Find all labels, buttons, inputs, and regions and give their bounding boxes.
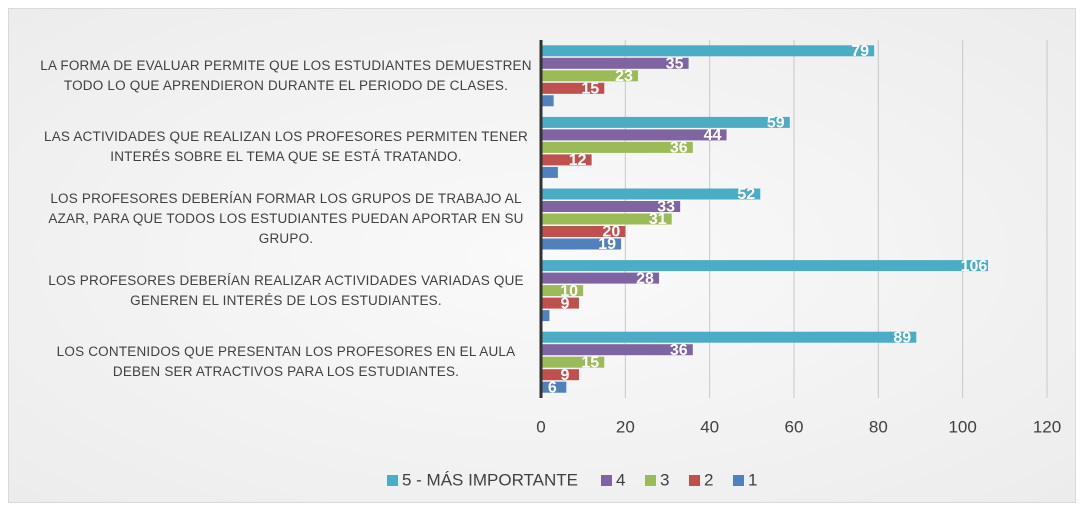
bar — [541, 166, 558, 178]
bar — [541, 344, 693, 356]
data-label: 89 — [893, 329, 911, 346]
legend-label: 1 — [748, 470, 757, 489]
data-label: 23 — [615, 68, 633, 85]
data-label: 35 — [666, 56, 684, 73]
bar — [541, 272, 660, 284]
data-label: 59 — [767, 115, 785, 132]
data-label: 9 — [560, 295, 569, 312]
legend-label: 5 - MÁS IMPORTANTE — [402, 470, 578, 489]
bar — [541, 82, 605, 94]
bar — [541, 45, 875, 57]
bar — [541, 70, 638, 82]
bar — [541, 141, 693, 153]
data-label: 20 — [602, 224, 620, 241]
data-label: 10 — [560, 283, 578, 300]
bar — [541, 238, 622, 250]
bar — [541, 213, 672, 225]
data-label: 44 — [704, 127, 722, 144]
x-tick-label: 100 — [948, 417, 976, 436]
data-label: 6 — [548, 379, 557, 396]
bar — [541, 188, 761, 200]
data-label: 15 — [581, 354, 599, 371]
category-label: LAS ACTIVIDADES QUE REALIZAN LOS PROFESO… — [44, 129, 528, 165]
legend-swatch — [387, 475, 398, 486]
category-label: LOS CONTENIDOS QUE PRESENTAN LOS PROFESO… — [56, 344, 516, 380]
category-label: LOS PROFESORES DEBERÍAN FORMAR LOS GRUPO… — [48, 190, 524, 246]
category-label: LA FORMA DE EVALUAR PERMITE QUE LOS ESTU… — [40, 57, 532, 93]
bar — [541, 356, 605, 368]
bar — [541, 129, 727, 141]
x-tick-label: 120 — [1033, 417, 1061, 436]
bar — [541, 154, 592, 166]
data-label: 36 — [670, 140, 688, 157]
legend-swatch — [645, 475, 656, 486]
data-label: 36 — [670, 342, 688, 359]
bar — [541, 331, 917, 343]
legend-swatch — [601, 475, 612, 486]
data-label: 19 — [598, 236, 616, 253]
legend-label: 3 — [660, 470, 669, 489]
bar — [541, 260, 988, 272]
data-label: 12 — [569, 152, 587, 169]
bar — [541, 369, 579, 381]
data-label: 9 — [560, 367, 569, 384]
legend-swatch — [689, 475, 700, 486]
bar — [541, 116, 790, 128]
bar — [541, 285, 584, 297]
legend-label: 2 — [704, 470, 713, 489]
legend-label: 4 — [616, 470, 625, 489]
bar — [541, 310, 550, 322]
x-tick-label: 20 — [616, 417, 635, 436]
data-label: 28 — [636, 270, 654, 287]
data-label: 33 — [657, 199, 675, 216]
bar — [541, 95, 554, 107]
bar — [541, 226, 626, 237]
x-tick-label: 80 — [869, 417, 888, 436]
category-label: LOS PROFESORES DEBERÍAN REALIZAR ACTIVID… — [48, 272, 524, 308]
x-tick-label: 0 — [536, 417, 545, 436]
x-tick-label: 60 — [785, 417, 804, 436]
data-label: 79 — [851, 43, 869, 60]
data-label: 31 — [649, 211, 667, 228]
bar — [541, 201, 681, 212]
bar — [541, 381, 567, 393]
bar — [541, 57, 689, 69]
bar — [541, 297, 579, 309]
data-label: 15 — [581, 81, 599, 98]
data-label: 106 — [961, 258, 988, 275]
legend-swatch — [733, 475, 744, 486]
data-label: 52 — [737, 186, 755, 203]
x-tick-label: 40 — [700, 417, 719, 436]
